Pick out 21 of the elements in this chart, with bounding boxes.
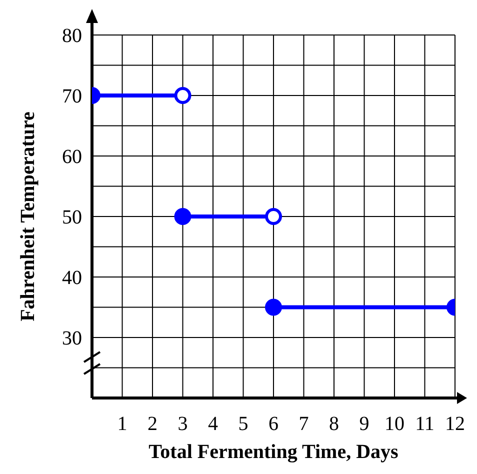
x-tick-label: 7: [298, 413, 309, 436]
y-tick-label: 60: [62, 146, 82, 168]
point: [265, 208, 282, 225]
x-tick-label: 5: [238, 413, 248, 436]
y-tick-label: 70: [62, 86, 82, 108]
y-tick-label: 30: [62, 328, 82, 350]
y-tick-label: 80: [62, 25, 82, 48]
x-tick-label: 11: [415, 413, 434, 436]
y-tick-label: 40: [62, 267, 82, 290]
x-tick-label: 3: [178, 413, 188, 436]
y-tick-label: 50: [62, 206, 82, 229]
x-tick-label: 9: [359, 413, 370, 436]
x-tick-label: 1: [117, 413, 128, 436]
x-tick-label: 8: [329, 413, 339, 436]
x-tick-label: 10: [384, 413, 404, 436]
x-tick-label: 6: [268, 413, 278, 436]
x-axis-title: Total Fermenting Time, Days: [148, 441, 399, 463]
x-tick-label: 12: [445, 413, 465, 436]
y-axis-title: Fahrenheit Temperature: [17, 111, 39, 322]
x-tick-label: 2: [148, 413, 158, 436]
x-tick-label: 4: [208, 413, 218, 436]
